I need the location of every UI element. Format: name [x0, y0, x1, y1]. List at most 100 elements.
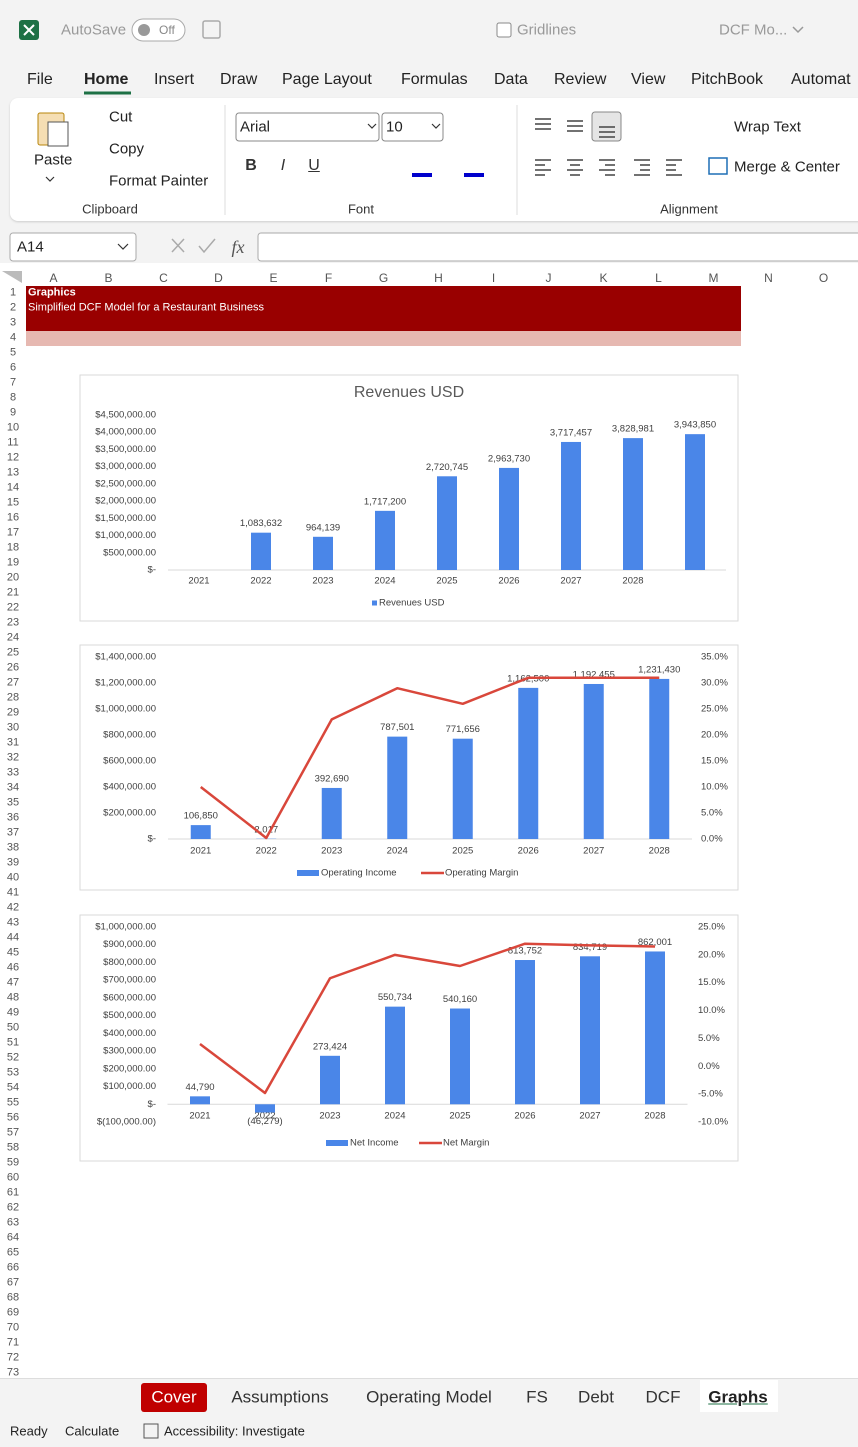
ribbon-tab[interactable]: Home — [84, 71, 129, 88]
sheet-tab[interactable]: Cover — [151, 1387, 197, 1407]
column-header[interactable]: A — [49, 271, 58, 285]
row-header[interactable]: 40 — [6, 871, 20, 884]
align-left[interactable] — [535, 159, 551, 176]
column-header[interactable]: F — [324, 271, 333, 285]
row-header[interactable]: 23 — [6, 616, 20, 629]
row-header[interactable]: 26 — [6, 661, 20, 674]
increase-indent[interactable] — [666, 159, 682, 176]
column-header[interactable]: G — [378, 271, 389, 285]
row-header[interactable]: 34 — [6, 781, 20, 794]
sheet-tab[interactable]: Assumptions — [231, 1387, 329, 1407]
sheet-tab[interactable]: Graphs — [708, 1387, 768, 1407]
row-header[interactable]: 9 — [9, 406, 17, 419]
ribbon-tab[interactable]: File — [27, 71, 53, 88]
row-header[interactable]: 1 — [9, 286, 17, 299]
sheet-tab[interactable]: DCF — [645, 1387, 681, 1407]
row-header[interactable]: 5 — [9, 346, 17, 359]
row-header[interactable]: 18 — [6, 541, 20, 554]
row-header[interactable]: 51 — [6, 1036, 20, 1049]
decrease-indent[interactable] — [634, 159, 650, 176]
column-header[interactable]: B — [104, 271, 113, 285]
row-header[interactable]: 7 — [9, 376, 17, 389]
sheet-tab-bg[interactable] — [141, 1383, 207, 1412]
row-header[interactable]: 28 — [6, 691, 20, 704]
row-header[interactable]: 11 — [7, 436, 19, 449]
row-header[interactable]: 14 — [6, 481, 20, 494]
align-middle[interactable] — [567, 120, 583, 132]
row-header[interactable]: 35 — [6, 796, 20, 809]
format-painter-button[interactable]: Format Painter — [109, 172, 209, 190]
sheet-tab-bg[interactable] — [700, 1380, 778, 1412]
row-header[interactable]: 38 — [6, 841, 20, 854]
row-header[interactable]: 49 — [6, 1006, 20, 1019]
row-header[interactable]: 13 — [6, 466, 20, 479]
function-icon[interactable]: fx — [231, 237, 245, 257]
row-header[interactable]: 44 — [6, 931, 20, 944]
row-header[interactable]: 48 — [6, 991, 20, 1004]
ribbon-tab[interactable]: Page Layout — [282, 71, 372, 88]
row-header[interactable]: 56 — [6, 1111, 20, 1124]
row-header[interactable]: 4 — [9, 331, 17, 344]
save-icon[interactable] — [202, 20, 221, 39]
row-header[interactable]: 46 — [6, 961, 20, 974]
row-header[interactable]: 71 — [6, 1336, 20, 1349]
row-header[interactable]: 72 — [6, 1351, 20, 1364]
row-header[interactable]: 36 — [6, 811, 20, 824]
column-header[interactable]: M — [708, 271, 719, 285]
copy-button[interactable]: Copy — [109, 140, 145, 158]
column-header[interactable]: K — [599, 271, 608, 285]
row-header[interactable]: 12 — [6, 451, 20, 464]
column-header[interactable]: N — [764, 271, 773, 285]
column-header[interactable]: I — [491, 271, 496, 285]
row-header[interactable]: 59 — [6, 1156, 20, 1169]
column-header[interactable]: J — [545, 271, 552, 285]
row-header[interactable]: 6 — [9, 361, 17, 374]
row-header[interactable]: 25 — [6, 646, 20, 659]
gridlines-label[interactable]: Gridlines — [517, 21, 577, 39]
row-header[interactable]: 21 — [6, 586, 20, 599]
font-name-box[interactable] — [235, 112, 380, 142]
ribbon-tab[interactable]: Draw — [220, 71, 258, 88]
font-bold[interactable]: B — [245, 157, 257, 174]
align-center[interactable] — [567, 159, 583, 176]
row-header[interactable]: 3 — [9, 316, 17, 329]
font-size[interactable]: 10 — [386, 118, 403, 136]
row-header[interactable]: 29 — [6, 706, 20, 719]
align-right[interactable] — [599, 159, 615, 176]
row-header[interactable]: 70 — [6, 1321, 20, 1334]
column-header[interactable]: O — [818, 271, 829, 285]
column-header[interactable]: D — [214, 271, 223, 285]
select-all[interactable] — [2, 271, 22, 283]
row-header[interactable]: 16 — [6, 511, 20, 524]
row-header[interactable]: 30 — [6, 721, 20, 734]
font-underline[interactable]: U — [308, 157, 320, 174]
ribbon-tab[interactable]: Data — [494, 71, 528, 88]
row-header[interactable]: 63 — [6, 1216, 20, 1229]
row-header[interactable]: 41 — [6, 886, 20, 899]
row-header[interactable]: 58 — [6, 1141, 20, 1154]
enter-icon[interactable] — [198, 238, 216, 254]
row-header[interactable]: 37 — [6, 826, 20, 839]
wrap-text-button[interactable]: Wrap Text — [734, 118, 801, 136]
row-header[interactable]: 69 — [6, 1306, 20, 1319]
row-header[interactable]: 22 — [6, 601, 20, 614]
row-header[interactable]: 32 — [6, 751, 20, 764]
row-header[interactable]: 67 — [6, 1276, 20, 1289]
status-calculate[interactable]: Calculate — [65, 1423, 120, 1439]
row-header[interactable]: 17 — [6, 526, 20, 539]
status-accessibility[interactable]: Accessibility: Investigate — [164, 1423, 305, 1439]
sheet-tab[interactable]: Debt — [578, 1387, 614, 1407]
ribbon-tab[interactable]: Formulas — [401, 71, 468, 88]
name-box[interactable] — [9, 232, 137, 262]
cancel-icon[interactable] — [171, 238, 185, 253]
formula-input[interactable] — [257, 232, 858, 262]
row-header[interactable]: 52 — [6, 1051, 20, 1064]
row-header[interactable]: 19 — [6, 556, 20, 569]
column-header[interactable]: H — [434, 271, 443, 285]
font-size-box[interactable] — [381, 112, 444, 142]
align-top[interactable] — [535, 118, 551, 130]
row-header[interactable]: 65 — [6, 1246, 20, 1259]
file-name[interactable]: DCF Mo... — [719, 21, 788, 39]
row-header[interactable]: 61 — [6, 1186, 20, 1199]
column-header[interactable]: C — [159, 271, 168, 285]
